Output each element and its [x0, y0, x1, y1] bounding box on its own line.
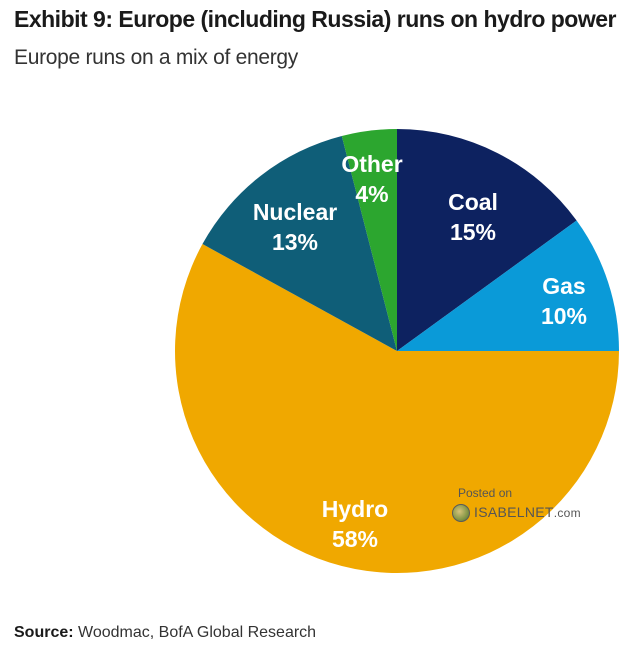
source-note: Source: Woodmac, BofA Global Research — [14, 624, 316, 642]
slice-label-other: Other — [341, 151, 402, 177]
slice-label-hydro: Hydro — [322, 496, 388, 522]
slice-value-hydro: 58% — [332, 526, 378, 552]
slice-value-coal: 15% — [450, 219, 496, 245]
slice-value-gas: 10% — [541, 303, 587, 329]
watermark-site-text: ISABELNET.com — [474, 504, 581, 520]
pie-slice-nuclear — [202, 135, 397, 351]
slice-value-nuclear: 13% — [272, 229, 318, 255]
isabelnet-watermark: Posted on ISABELNET.com — [450, 486, 600, 526]
source-label: Source: — [14, 624, 74, 641]
watermark-site-suffix: .com — [553, 506, 581, 520]
slice-value-other: 4% — [355, 181, 388, 207]
globe-icon — [452, 504, 470, 522]
pie-slice-hydro — [175, 244, 620, 573]
watermark-posted-text: Posted on — [458, 486, 513, 500]
slice-label-nuclear: Nuclear — [253, 199, 337, 225]
chart-title: Exhibit 9: Europe (including Russia) run… — [14, 6, 616, 32]
source-text: Woodmac, BofA Global Research — [78, 624, 317, 641]
watermark-site-name: ISABELNET — [474, 504, 554, 520]
pie-slice-other — [341, 129, 397, 351]
slice-label-coal: Coal — [448, 189, 498, 215]
slice-label-gas: Gas — [542, 273, 585, 299]
pie-slice-gas — [397, 220, 619, 351]
chart-subtitle: Europe runs on a mix of energy — [14, 46, 298, 69]
pie-slice-coal — [397, 129, 577, 351]
